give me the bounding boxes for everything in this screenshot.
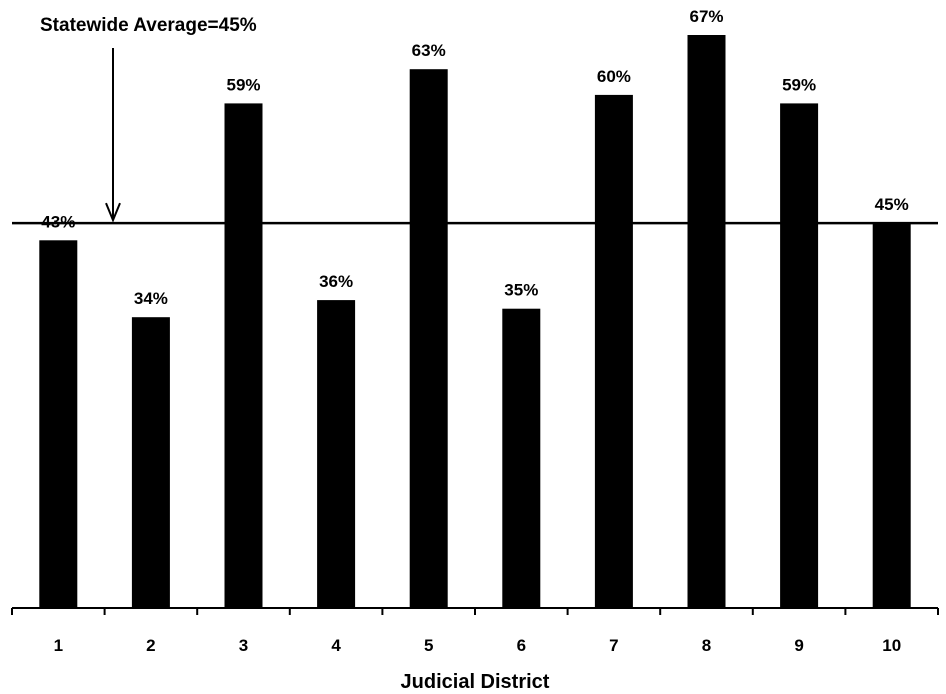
data-label-district-4: 36%: [319, 272, 353, 291]
bars-group: [39, 35, 911, 609]
x-tick-label-8: 8: [702, 636, 711, 655]
bar-district-2: [131, 317, 170, 608]
data-label-district-7: 60%: [597, 67, 631, 86]
data-label-district-8: 67%: [689, 7, 723, 26]
bar-district-10: [872, 223, 911, 608]
data-labels-group: 43% 34% 59% 36% 63% 35% 60% 67% 59% 45%: [41, 7, 908, 308]
x-tick-label-9: 9: [794, 636, 803, 655]
x-tick-label-6: 6: [517, 636, 526, 655]
bar-district-9: [780, 103, 819, 609]
bar-district-7: [594, 94, 633, 608]
bar-district-8: [687, 35, 726, 608]
x-tick-label-3: 3: [239, 636, 248, 655]
x-ticks-group: [11, 608, 939, 615]
data-label-district-2: 34%: [134, 289, 168, 308]
average-arrow-head-icon: [105, 202, 121, 223]
statewide-average-label: Statewide Average=45%: [40, 15, 257, 36]
data-label-district-5: 63%: [412, 41, 446, 60]
bar-district-5: [409, 69, 448, 608]
x-axis-title: Judicial District: [401, 671, 550, 693]
data-label-district-9: 59%: [782, 75, 816, 94]
x-tick-label-4: 4: [331, 636, 341, 655]
bar-district-6: [502, 308, 541, 608]
data-label-district-10: 45%: [875, 195, 909, 214]
x-tick-label-7: 7: [609, 636, 618, 655]
bar-district-4: [317, 300, 356, 608]
x-tick-label-5: 5: [424, 636, 433, 655]
x-tick-label-10: 10: [882, 636, 901, 655]
bar-district-1: [39, 240, 78, 609]
bar-district-3: [224, 103, 263, 609]
data-label-district-6: 35%: [504, 281, 538, 300]
x-tick-labels-group: 1 2 3 4 5 6 7 8 9 10: [54, 636, 902, 655]
data-label-district-1: 43%: [41, 212, 75, 231]
x-tick-label-1: 1: [54, 636, 63, 655]
data-label-district-3: 59%: [226, 75, 260, 94]
x-tick-label-2: 2: [146, 636, 155, 655]
